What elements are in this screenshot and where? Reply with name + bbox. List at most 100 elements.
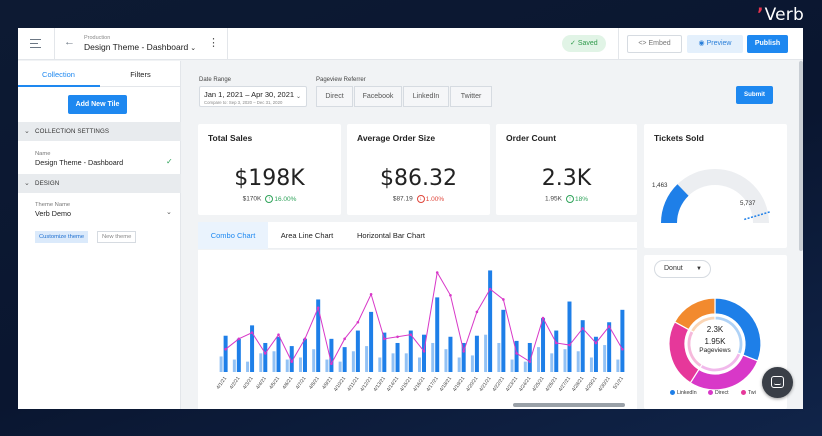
legend-item-direct[interactable]: Direct [708, 390, 729, 396]
referrer-facebook-button[interactable]: Facebook [354, 86, 402, 107]
line-point [237, 337, 241, 341]
donut-slice[interactable] [673, 297, 716, 331]
bar-primary [435, 297, 440, 372]
x-tick-label: 4/14/21 [386, 376, 401, 393]
gauge-target-label: 5,737 [740, 200, 756, 207]
line-point [581, 327, 585, 330]
x-tick-label: 4/21/21 [478, 376, 493, 393]
bar-primary [620, 309, 625, 372]
page-title[interactable]: Design Theme - Dashboard ⌄ [84, 42, 197, 52]
x-tick-label: 4/10/21 [333, 376, 348, 393]
legend-item-twitter[interactable]: Twi [741, 390, 756, 396]
caret-down-icon: ▼ [696, 266, 702, 272]
legend-dot [708, 390, 713, 396]
back-arrow-icon[interactable]: ← [64, 36, 75, 48]
donut-slice[interactable] [689, 354, 759, 391]
kpi-card-average-order-size: Average Order Size $86.32 $87.19 ↓ 1.00% [347, 124, 490, 215]
line-point [462, 349, 465, 353]
bar-secondary [576, 351, 580, 372]
gauge-current-label: 1,463 [652, 182, 668, 189]
top-bar: ← Production Design Theme - Dashboard ⌄ ⋮… [18, 28, 803, 60]
line-point [303, 337, 307, 341]
donut-inner-ring [699, 352, 742, 373]
preview-button[interactable]: ◉ Preview [687, 35, 743, 53]
bar-secondary [312, 349, 316, 372]
line-point [263, 352, 267, 355]
tab-filters[interactable]: Filters [130, 70, 151, 79]
tickets-sold-card: Tickets Sold 1,463 5,737 [644, 124, 787, 248]
add-new-tile-button[interactable]: Add New Tile [68, 95, 127, 114]
bar-primary [382, 332, 387, 372]
referrer-twitter-button[interactable]: Twitter [450, 86, 492, 107]
bar-primary [488, 270, 493, 372]
left-panel: Collection Filters Add New Tile ⌄ COLLECT… [18, 61, 181, 409]
x-tick-label: 4/15/21 [399, 376, 414, 393]
bar-secondary [616, 359, 620, 372]
x-tick-label: 4/9/21 [321, 376, 334, 391]
collection-settings-header[interactable]: ⌄ COLLECTION SETTINGS [18, 122, 181, 141]
line-point [409, 333, 413, 336]
bar-secondary [325, 359, 329, 372]
chevron-down-icon: ⌄ [295, 94, 301, 100]
theme-name-select[interactable]: Verb Demo [35, 209, 71, 218]
combo-chart: 4/1/21 4/2/21 4/3/21 4/4/21 4/5/21 4/6/21 4/7/… [215, 270, 625, 393]
chevron-down-icon: ⌄ [190, 45, 197, 52]
bar-primary [541, 318, 546, 372]
bar-secondary [589, 357, 593, 372]
name-label: Name [35, 151, 51, 157]
chevron-down-icon[interactable]: ⌄ [166, 209, 172, 216]
customize-theme-button[interactable]: Customize theme [35, 231, 89, 243]
x-tick-label: 4/25/21 [531, 376, 546, 393]
date-range-picker[interactable]: Jan 1, 2021 – Apr 30, 2021 Compare to: S… [199, 86, 307, 107]
panel-tabs: Collection Filters [18, 61, 181, 87]
bar-secondary [418, 357, 421, 372]
vertical-scrollbar[interactable] [799, 61, 803, 251]
new-theme-button[interactable]: New theme [97, 231, 137, 243]
bar-secondary [285, 359, 289, 372]
legend-item-linkedin[interactable]: LinkedIn [670, 390, 697, 396]
x-tick-label: 4/3/21 [242, 376, 255, 391]
horizontal-scrollbar[interactable] [513, 403, 625, 407]
name-field[interactable]: Design Theme - Dashboard [35, 158, 124, 167]
embed-button[interactable]: <> Embed [627, 35, 682, 53]
x-tick-label: 4/30/21 [597, 376, 612, 393]
bar-secondary [550, 353, 554, 372]
bar-primary [223, 335, 228, 372]
donut-inner-ring [714, 315, 744, 356]
submit-button[interactable]: Submit [736, 86, 773, 104]
arrow-down-icon: ↓ [416, 195, 425, 203]
tab-combo-chart[interactable]: Combo Chart [198, 222, 268, 249]
line-point [343, 337, 346, 341]
line-point [502, 298, 505, 301]
chat-icon[interactable] [762, 367, 793, 398]
referrer-linkedin-button[interactable]: LinkedIn [403, 86, 449, 107]
x-tick-label: 4/16/21 [412, 376, 427, 393]
x-tick-label: 4/22/21 [492, 376, 507, 393]
tab-area-line-chart[interactable]: Area Line Chart [280, 231, 334, 240]
more-options-icon[interactable]: ⋮ [208, 37, 219, 49]
line-point [515, 352, 518, 355]
bar-secondary [404, 353, 408, 372]
donut-chart [668, 297, 762, 391]
bar-secondary [246, 361, 250, 372]
arrow-up-icon: ↑ [565, 195, 574, 203]
design-header[interactable]: ⌄ DESIGN [18, 174, 181, 193]
tab-collection[interactable]: Collection [42, 70, 75, 79]
donut-inner-ring [686, 329, 703, 369]
tab-horizontal-bar-chart[interactable]: Horizontal Bar Chart [357, 231, 425, 240]
x-tick-label: 4/23/21 [505, 376, 520, 393]
chart-tabs: Combo Chart Area Line Chart Horizontal B… [198, 222, 637, 249]
referrer-direct-button[interactable]: Direct [316, 86, 353, 107]
divider [618, 28, 619, 60]
legend-dot [670, 390, 675, 396]
check-icon: ✓ [166, 157, 173, 166]
menu-icon[interactable] [30, 39, 41, 51]
bar-primary [607, 322, 612, 372]
bar-secondary [444, 349, 448, 372]
chart-type-select[interactable]: Donut ▼ [654, 260, 711, 278]
publish-button[interactable]: Publish [747, 35, 788, 53]
bar-primary [342, 347, 347, 372]
x-tick-label: 4/18/21 [439, 376, 454, 393]
x-tick-label: 4/29/21 [584, 376, 599, 393]
app-window: ← Production Design Theme - Dashboard ⌄ ⋮… [18, 28, 803, 409]
